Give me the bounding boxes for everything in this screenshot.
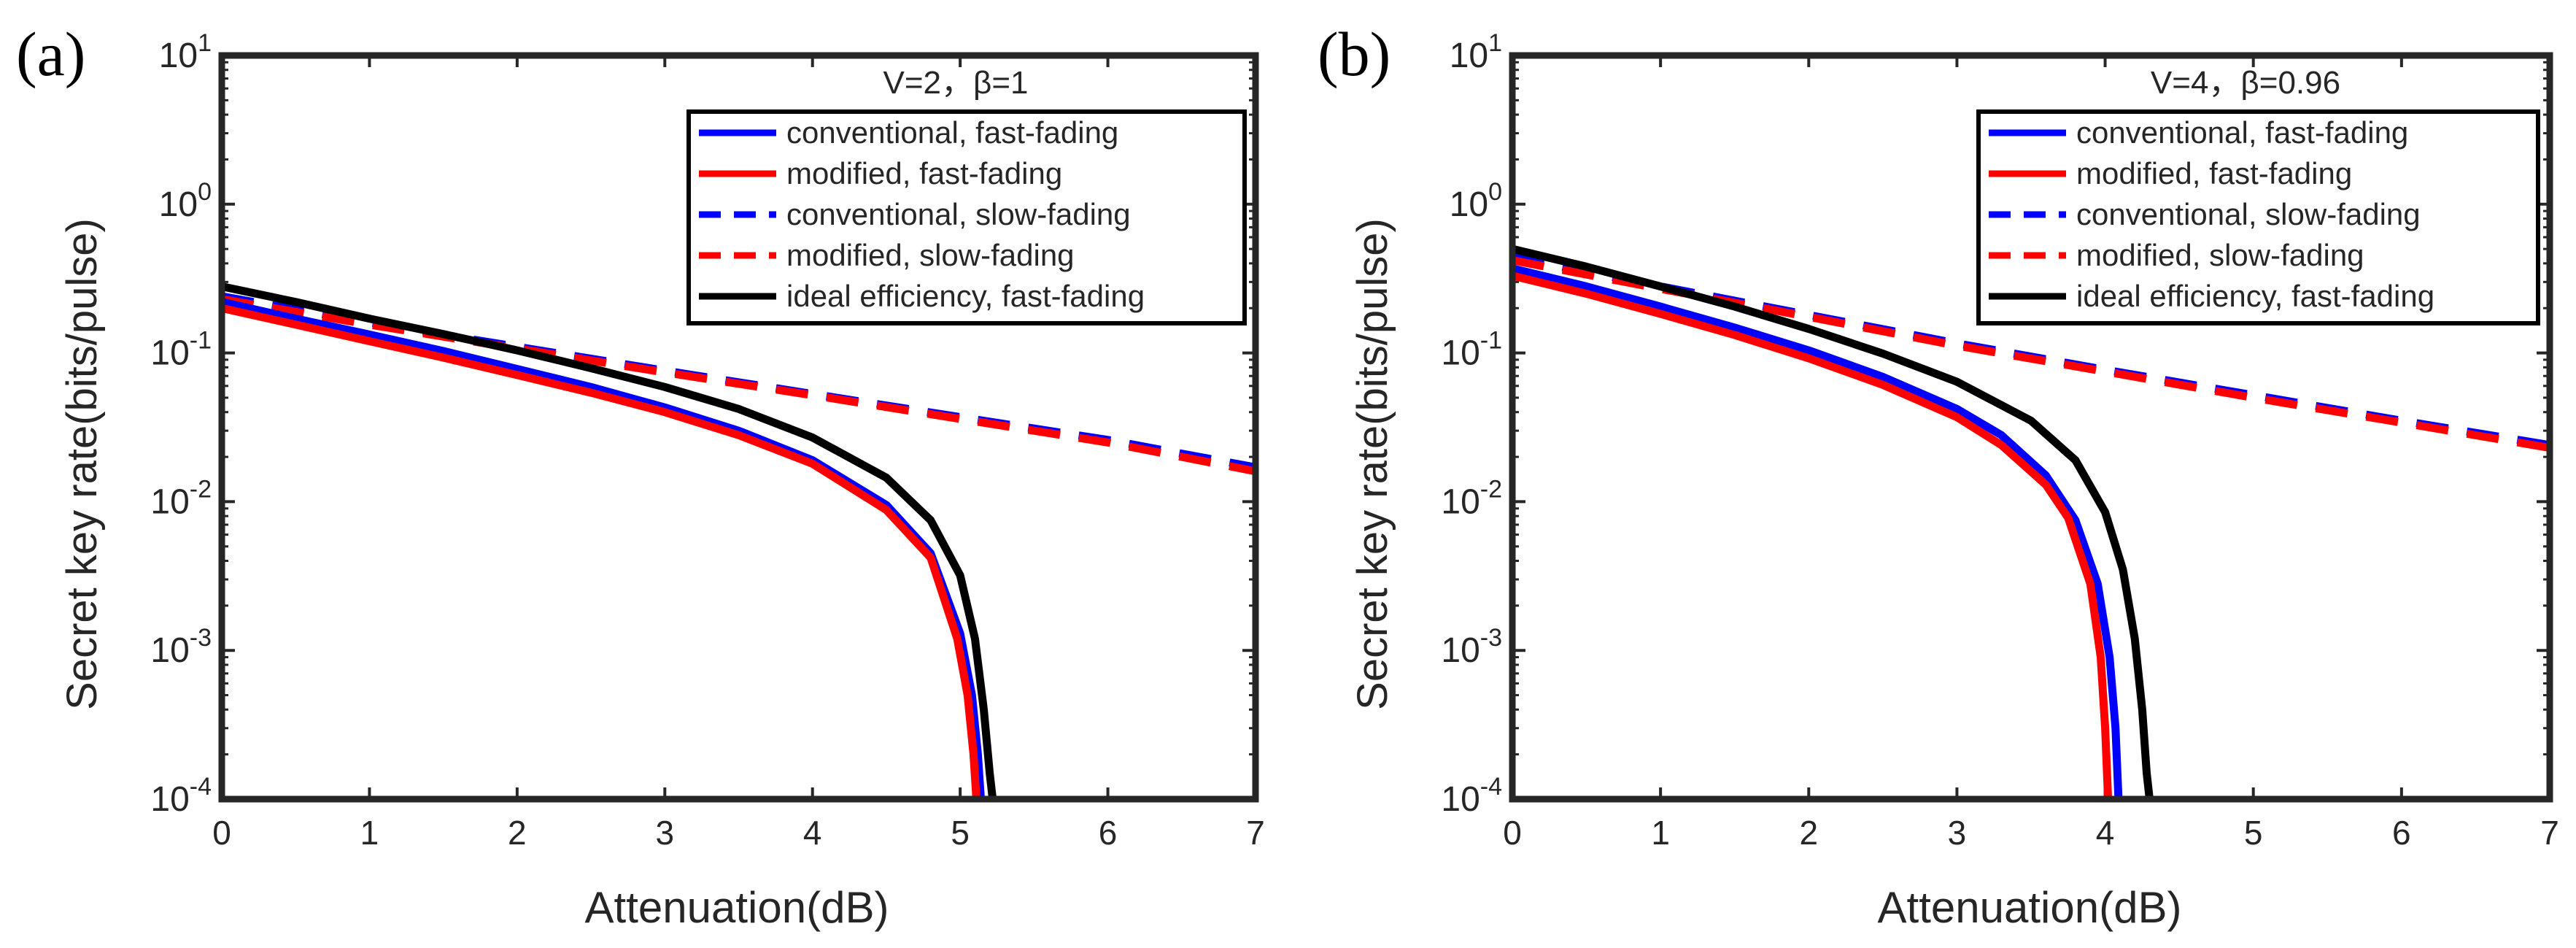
x-tick-label: 6 [2392, 814, 2411, 852]
legend-label: conventional, fast-fading [786, 115, 1118, 150]
y-tick-label: 10-1 [150, 327, 212, 373]
x-tick-label: 0 [212, 814, 231, 852]
panel-b: (b) Secret key rate(bits/pulse) Attenuat… [1318, 19, 2559, 932]
x-tick-label: 6 [1099, 814, 1118, 852]
annotation: V=2，β=1 [883, 65, 1029, 101]
y-tick-label: 100 [159, 178, 212, 224]
series-line-0 [222, 298, 985, 799]
x-tick-label: 2 [1799, 814, 1818, 852]
legend-box [1976, 109, 2540, 325]
x-tick-label: 1 [1651, 814, 1670, 852]
series-line-4 [1512, 244, 2154, 799]
panel-label: (a) [16, 19, 85, 89]
y-tick-label: 101 [1450, 29, 1502, 75]
legend-label: conventional, fast-fading [2076, 115, 2408, 150]
x-tick-label: 7 [2540, 814, 2559, 852]
x-tick-label: 2 [508, 814, 527, 852]
legend-label: ideal efficiency, fast-fading [786, 279, 1145, 313]
series-line-1 [1512, 271, 2113, 799]
x-axis-label: Attenuation(dB) [1878, 883, 2182, 932]
series-line-4 [222, 282, 997, 799]
x-axis-label: Attenuation(dB) [585, 883, 889, 932]
legend-label: conventional, slow-fading [2076, 197, 2421, 231]
y-axis-label: Secret key rate(bits/pulse) [58, 218, 106, 710]
x-tick-label: 1 [360, 814, 379, 852]
legend: conventional, fast-fading modified, fast-… [1976, 109, 2540, 325]
panel-label: (b) [1318, 19, 1391, 89]
y-tick-label: 10-3 [1441, 624, 1502, 670]
legend-box [686, 109, 1247, 325]
y-tick-label: 10-2 [1441, 475, 1502, 521]
y-tick-label: 10-3 [150, 624, 212, 670]
series-line-3 [222, 295, 1256, 476]
x-tick-label: 0 [1503, 814, 1522, 852]
legend-label: ideal efficiency, fast-fading [2076, 279, 2434, 313]
legend-label: conventional, slow-fading [786, 197, 1131, 231]
legend-label: modified, slow-fading [2076, 238, 2364, 272]
x-tick-label: 7 [1246, 814, 1265, 852]
legend: conventional, fast-fading modified, fast-… [686, 109, 1247, 325]
plot-frame [218, 52, 1259, 803]
series-layer [222, 282, 1256, 799]
y-tick-label: 101 [159, 29, 212, 75]
annotation: V=4，β=0.96 [2151, 65, 2340, 101]
y-tick-label: 100 [1450, 178, 1502, 224]
y-tick-label: 10-1 [1441, 327, 1502, 373]
legend-label: modified, slow-fading [786, 238, 1075, 272]
x-tick-label: 4 [2096, 814, 2115, 852]
legend-label: modified, fast-fading [2076, 156, 2352, 190]
x-tick-label: 5 [2244, 814, 2263, 852]
series-layer [1512, 244, 2550, 799]
x-tick-label: 4 [803, 814, 822, 852]
y-tick-label: 10-4 [150, 773, 212, 819]
x-tick-label: 3 [655, 814, 674, 852]
plot-frame [1509, 52, 2553, 803]
series-line-0 [1512, 264, 2123, 799]
x-tick-label: 5 [951, 814, 970, 852]
legend-label: modified, fast-fading [786, 156, 1062, 190]
x-tick-label: 3 [1948, 814, 1967, 852]
y-tick-label: 10-4 [1441, 773, 1502, 819]
panel-a: (a) Secret key rate(bits/pulse) Attenuat… [16, 19, 1265, 932]
y-axis-label: Secret key rate(bits/pulse) [1349, 218, 1396, 710]
y-tick-label: 10-2 [150, 475, 212, 521]
series-line-1 [222, 304, 980, 799]
